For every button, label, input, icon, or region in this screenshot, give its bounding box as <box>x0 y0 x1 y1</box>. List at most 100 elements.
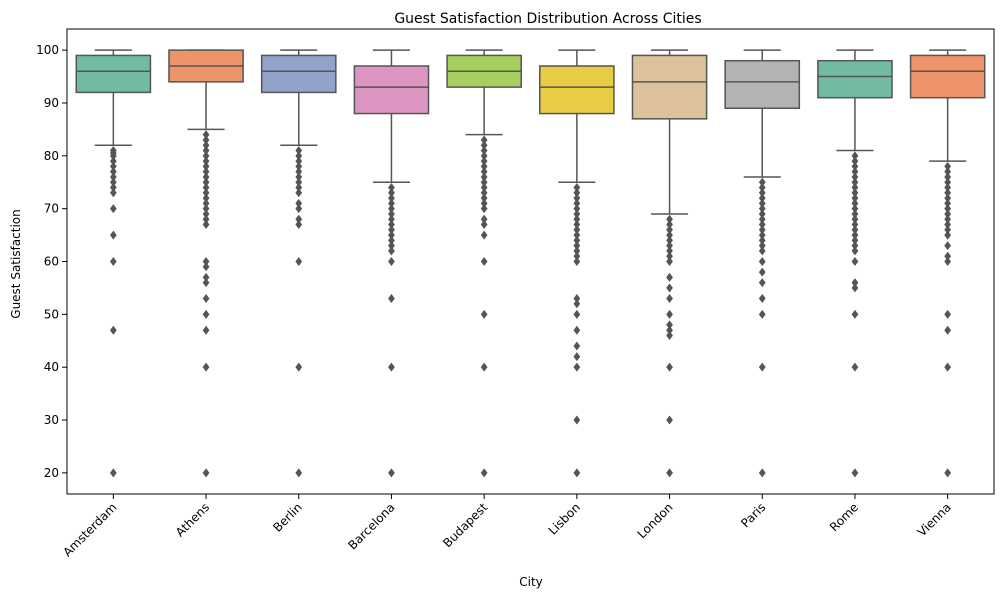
box-barcelona <box>353 49 430 478</box>
outlier-point <box>295 362 303 372</box>
outlier-point <box>666 415 673 425</box>
outlier-point <box>758 278 766 288</box>
outlier-point <box>944 230 952 240</box>
plot-frame <box>66 28 995 495</box>
outlier-point <box>480 204 488 214</box>
iqr-box <box>353 65 430 115</box>
y-tick-label: 100 <box>36 43 59 57</box>
outlier-point <box>295 220 303 230</box>
iqr-box <box>909 54 986 99</box>
outlier-point <box>758 267 766 277</box>
outlier-point <box>480 257 488 266</box>
outlier-point <box>666 330 673 340</box>
outlier-point <box>944 257 952 266</box>
outlier-point <box>388 468 395 478</box>
outlier-point <box>851 309 859 319</box>
outlier-point <box>573 299 581 309</box>
x-axis: Amsterdam Athens Berlin Barcelona Budapest Li… <box>60 494 954 559</box>
box-london <box>631 49 708 478</box>
outlier-point <box>573 257 581 266</box>
x-tick-label: Athens <box>173 500 212 539</box>
outlier-point <box>202 262 210 272</box>
outlier-point <box>758 309 766 319</box>
y-tick-label: 50 <box>44 307 59 321</box>
x-tick-label: Rome <box>827 500 861 534</box>
x-tick-label: Amsterdam <box>60 500 119 559</box>
outlier-point <box>202 309 210 319</box>
outlier-point <box>109 230 117 240</box>
outlier-point <box>944 325 952 335</box>
outlier-point <box>202 278 210 288</box>
box-vienna <box>909 49 986 478</box>
outlier-point <box>666 293 673 303</box>
iqr-box <box>75 54 152 94</box>
outlier-point <box>109 325 117 335</box>
outlier-point <box>573 341 581 351</box>
outlier-point <box>573 325 581 335</box>
box-berlin <box>260 49 337 478</box>
x-tick-label: Barcelona <box>345 500 397 552</box>
outlier-point <box>666 362 673 372</box>
y-tick-label: 90 <box>44 96 59 110</box>
outlier-point <box>758 362 766 372</box>
iqr-box <box>260 54 337 94</box>
x-tick-label: London <box>635 500 676 541</box>
outlier-point <box>666 309 673 319</box>
outlier-point <box>758 246 766 256</box>
outlier-point <box>109 257 117 266</box>
outlier-point <box>109 188 117 198</box>
outlier-point <box>480 309 488 319</box>
outlier-point <box>202 468 210 478</box>
x-tick-label: Vienna <box>915 500 954 539</box>
x-tick-label: Paris <box>738 500 768 530</box>
outlier-point <box>573 415 581 425</box>
outlier-point <box>295 257 303 266</box>
box-amsterdam <box>75 49 152 478</box>
outlier-point <box>573 309 581 319</box>
outlier-point <box>480 220 488 230</box>
outlier-point <box>573 468 581 478</box>
x-tick-label: Berlin <box>270 500 305 535</box>
outlier-point <box>573 362 581 372</box>
y-tick-label: 60 <box>44 255 59 269</box>
outlier-point <box>666 272 673 282</box>
outlier-point <box>480 362 488 372</box>
outlier-point <box>851 362 859 372</box>
box-athens <box>168 49 244 478</box>
outlier-point <box>666 257 673 266</box>
outlier-point <box>295 204 303 214</box>
chart-title: Guest Satisfaction Distribution Across C… <box>394 11 701 27</box>
outlier-point <box>480 230 488 240</box>
outlier-point <box>758 293 766 303</box>
y-tick-label: 20 <box>44 466 59 480</box>
outlier-point <box>202 293 210 303</box>
x-axis-label: City <box>519 575 543 589</box>
outlier-point <box>388 246 395 256</box>
outlier-point <box>758 257 766 266</box>
outlier-point <box>202 220 210 230</box>
outlier-point <box>851 246 859 256</box>
outlier-point <box>295 468 303 478</box>
outlier-point <box>851 257 859 266</box>
outlier-point <box>202 325 210 335</box>
y-tick-label: 70 <box>44 202 59 216</box>
x-tick-label: Budapest <box>440 500 490 550</box>
y-tick-label: 40 <box>44 360 59 374</box>
outlier-point <box>388 257 395 266</box>
iqr-box <box>539 65 615 115</box>
box-lisbon <box>539 49 615 478</box>
iqr-box <box>724 59 801 110</box>
plot-area <box>75 49 986 478</box>
outlier-point <box>851 283 859 293</box>
outlier-point <box>573 352 581 362</box>
outlier-point <box>295 188 303 198</box>
outlier-point <box>944 468 952 478</box>
iqr-box <box>631 54 708 120</box>
outlier-point <box>388 293 395 303</box>
outlier-point <box>758 468 766 478</box>
y-tick-label: 30 <box>44 413 59 427</box>
outlier-point <box>944 241 952 251</box>
box-budapest <box>446 49 522 478</box>
x-tick-label: Lisbon <box>546 500 583 537</box>
